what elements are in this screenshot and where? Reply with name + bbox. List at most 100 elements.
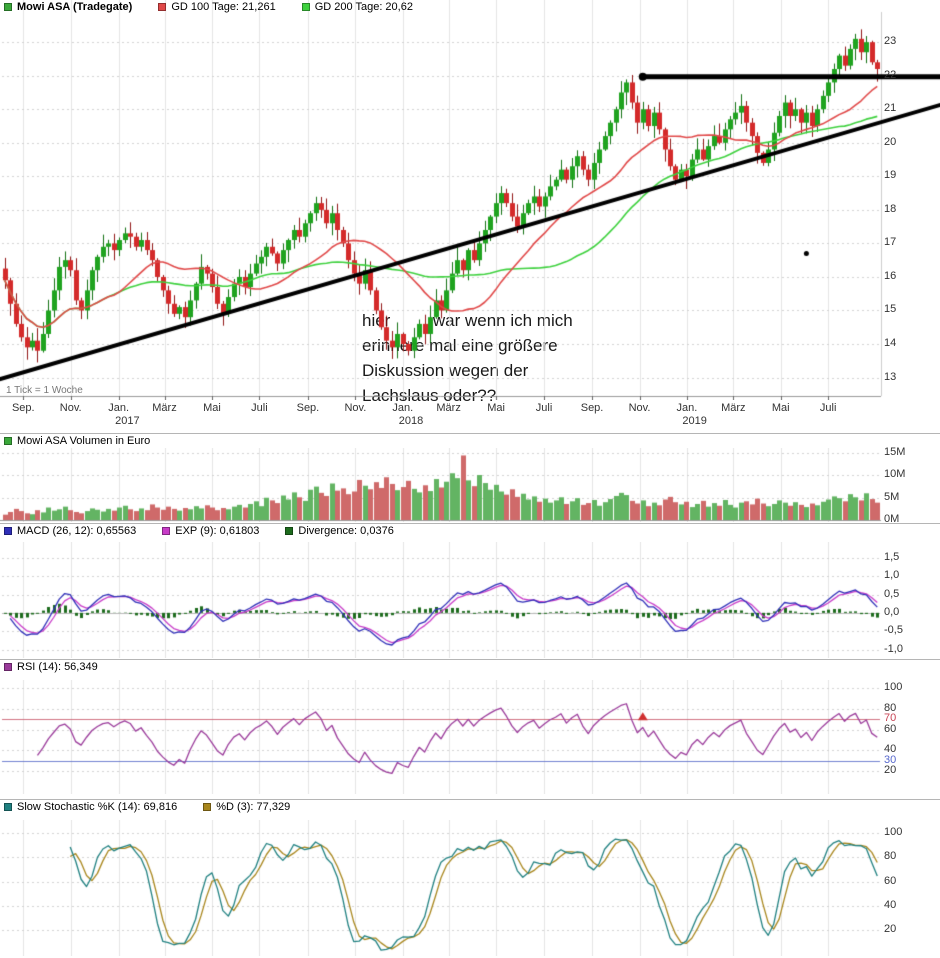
legend-item: EXP (9): 0,61803 [162,525,259,537]
x-axis-month-label: Nov. [344,402,367,414]
legend-item: GD 200 Tage: 20,62 [301,1,413,13]
y-tick-label: 30 [884,753,897,766]
legend-item: GD 100 Tage: 21,261 [158,1,276,13]
x-axis-year-label: 2018 [398,415,424,427]
y-tick-label: -1,0 [884,642,903,655]
y-tick-label: 15 [884,303,897,316]
y-tick-label: 22 [884,68,897,81]
legend-square-icon [4,527,12,535]
x-axis-month-label: Sep. [580,402,604,414]
y-tick-label: 0M [884,513,900,525]
y-tick-label: 23 [884,35,897,48]
legend-item: MACD (26, 12): 0,65563 [4,525,136,537]
legend-square-icon [4,663,12,671]
y-tick-label: 20 [884,922,897,935]
x-axis-year-label: 2019 [682,415,707,427]
y-tick-label: 20 [884,764,897,777]
price-panel: hier war wenn ich micherinnere mal eine … [0,0,940,434]
y-tick-label: 100 [884,681,903,694]
tick-note: 1 Tick = 1 Woche [6,385,83,396]
legend-label: Mowi ASA (Tradegate) [17,1,133,13]
macd-canvas [0,542,940,658]
x-axis-month-label: Jan. [392,402,414,414]
y-tick-label: 16 [884,269,897,282]
legend-label: EXP (9): 0,61803 [175,525,260,537]
x-axis-month-label: Juli [251,402,268,414]
legend-square-icon [203,803,212,811]
y-tick-label: 14 [884,337,897,350]
x-axis-month-label: März [436,402,461,414]
legend-square-icon [162,527,171,535]
x-axis-month-label: Mai [487,402,505,414]
rsi-canvas [0,680,940,794]
y-tick-label: 40 [884,743,897,756]
x-axis-month-label: Juli [535,402,553,414]
y-tick-label: 19 [884,169,897,182]
x-axis-month-label: Sep. [296,402,320,414]
rsi-panel: RSI (14): 56,349 100 80 70 60 40 30 20 [0,660,940,800]
x-axis-month-label: März [152,402,177,414]
legend-item: Mowi ASA Volumen in Euro [4,435,150,447]
legend-square-icon [4,803,12,811]
legend-square-icon [285,527,294,535]
volume-canvas [0,448,940,522]
stochastic-panel: Slow Stochastic %K (14): 69,816 %D (3): 7… [0,800,940,958]
x-axis-month-label: Jan. [108,402,130,414]
stochastic-canvas [0,820,940,956]
x-axis-month-label: Sep. [11,402,35,414]
legend-item: Divergence: 0,0376 [285,525,394,537]
legend-label: MACD (26, 12): 0,65563 [17,525,137,537]
y-tick-label: 21 [884,102,897,115]
y-tick-label: 18 [884,202,897,215]
y-tick-label: 0,0 [884,605,900,618]
legend-label: %D (3): 77,329 [216,801,291,813]
panel-macd-legend: MACD (26, 12): 0,65563 EXP (9): 0,61803 Di… [4,525,394,537]
y-tick-label: 40 [884,898,897,911]
x-axis-month-label: Juli [819,402,837,414]
legend-item: Mowi ASA (Tradegate) [4,1,132,13]
y-tick-label: 60 [884,722,897,735]
x-axis-month-label: Nov. [628,402,651,414]
legend-item: Slow Stochastic %K (14): 69,816 [4,801,177,813]
panel-rsi-legend: RSI (14): 56,349 [4,661,98,673]
legend-label: Divergence: 0,0376 [298,525,394,537]
price-canvas [0,0,940,400]
legend-item: %D (3): 77,329 [203,801,290,813]
panel-stoch-legend: Slow Stochastic %K (14): 69,816 %D (3): 7… [4,801,290,813]
y-tick-label: 70 [884,712,897,725]
y-tick-label: 80 [884,850,897,863]
legend-label: Mowi ASA Volumen in Euro [17,435,151,447]
y-tick-label: 13 [884,370,897,383]
y-tick-label: 5M [884,490,900,503]
legend-label: GD 200 Tage: 20,62 [314,1,413,13]
y-tick-label: 15M [884,446,906,459]
y-tick-label: 0,5 [884,587,900,600]
y-tick-label: 60 [884,874,897,887]
legend-label: Slow Stochastic %K (14): 69,816 [17,801,178,813]
x-axis-month-label: Jan. [676,402,698,414]
x-axis-month-label: Nov. [59,402,82,414]
y-tick-label: 17 [884,236,897,249]
legend-item: RSI (14): 56,349 [4,661,98,673]
legend-square-icon [4,437,12,445]
volume-panel: Mowi ASA Volumen in Euro 15M 10M 5M 0M [0,434,940,525]
legend-square-icon [301,3,310,11]
y-tick-label: -0,5 [884,624,903,637]
legend-square-icon [158,3,167,11]
macd-panel: MACD (26, 12): 0,65563 EXP (9): 0,61803 Di… [0,524,940,660]
panel-main-legend: Mowi ASA (Tradegate) GD 100 Tage: 21,261 G… [4,1,413,13]
x-axis-month-label: Mai [771,402,790,414]
y-tick-label: 100 [884,826,903,839]
x-axis-year-label: 2017 [115,415,140,427]
y-tick-label: 1,5 [884,550,900,563]
y-tick-label: 1,0 [884,569,900,582]
y-tick-label: 10M [884,468,906,481]
y-tick-label: 20 [884,135,897,148]
panel-vol-legend: Mowi ASA Volumen in Euro [4,435,150,447]
y-tick-label: 80 [884,701,897,714]
x-axis-month-label: März [721,402,746,414]
legend-label: GD 100 Tage: 21,261 [171,1,276,13]
legend-square-icon [4,3,12,11]
x-axis-month-label: Mai [203,402,221,414]
